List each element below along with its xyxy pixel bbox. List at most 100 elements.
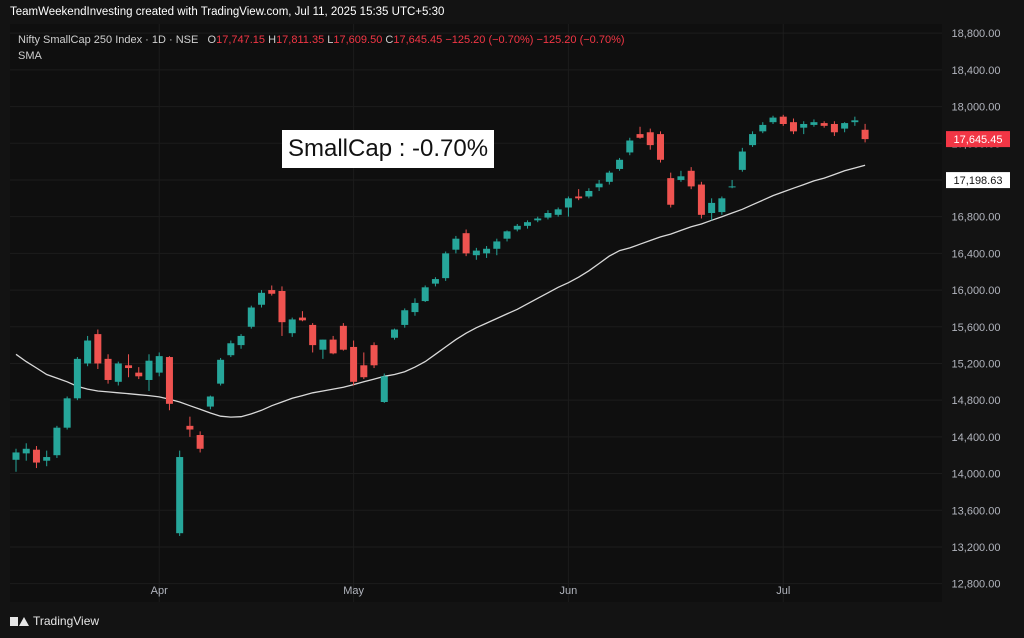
low-label: L — [327, 34, 334, 46]
x-axis: Apr May Jun Jul — [151, 585, 791, 597]
price-tags: 17,645.45 17,198.63 — [946, 131, 1010, 189]
candle-body — [534, 218, 542, 221]
candle-body — [677, 176, 685, 180]
y-tick-label: 15,200.00 — [952, 358, 1001, 370]
candle-body — [554, 209, 562, 215]
low-value: 17,609.50 — [333, 34, 383, 46]
candle-body — [626, 140, 634, 153]
y-axis: 12,800.00 13,200.00 13,600.00 14,000.00 14,4… — [952, 28, 1001, 590]
candle-body — [411, 302, 419, 313]
candle-body — [728, 186, 736, 188]
candle-body — [145, 360, 153, 380]
candle-body — [309, 324, 317, 346]
x-tick-label: Apr — [151, 585, 168, 597]
candle-body — [820, 123, 828, 126]
candle-body — [605, 172, 613, 182]
y-tick-label: 12,800.00 — [952, 579, 1001, 591]
credit-line: TeamWeekendInvesting created with Tradin… — [10, 6, 445, 18]
candle-body — [841, 123, 849, 129]
candle-body — [43, 457, 51, 461]
open-label: O — [207, 34, 217, 46]
candle-body — [53, 427, 61, 456]
candle-body — [247, 307, 255, 327]
candle-body — [830, 124, 838, 133]
candle-body — [125, 365, 133, 369]
candle-body — [391, 329, 399, 338]
y-tick-label: 14,800.00 — [952, 395, 1001, 407]
y-tick-label: 18,000.00 — [952, 102, 1001, 114]
y-tick-label: 16,400.00 — [952, 248, 1001, 260]
close-label: C — [385, 34, 394, 46]
candle-body — [575, 196, 583, 199]
last-price-tag — [946, 131, 1010, 148]
candle-body — [431, 279, 439, 284]
candle-body — [595, 183, 603, 188]
candle-body — [196, 435, 204, 449]
candle-body — [697, 184, 705, 215]
candle-body — [708, 202, 716, 213]
candle-body — [564, 198, 572, 208]
candle-body — [738, 151, 746, 170]
high-label: H — [268, 34, 277, 46]
candle-body — [452, 238, 460, 250]
candle-body — [800, 124, 808, 128]
close-value: 17,645.45 — [393, 34, 443, 46]
y-tick-label: 13,200.00 — [952, 542, 1001, 554]
candle-body — [329, 339, 337, 354]
candle-body — [22, 448, 30, 454]
candle-body — [687, 170, 695, 187]
candle-body — [370, 345, 378, 366]
candle-body — [544, 212, 552, 218]
candle-body — [227, 343, 235, 356]
candle-body — [186, 425, 194, 430]
open-value: 17,747.15 — [216, 34, 266, 46]
candle-body — [656, 134, 664, 160]
x-tick-label: May — [343, 585, 364, 597]
candle-body — [258, 292, 266, 305]
x-tick-label: Jul — [776, 585, 790, 597]
sma-value-tag — [946, 172, 1010, 189]
candle-body — [104, 358, 112, 380]
candle-body — [12, 452, 20, 460]
candle-body — [524, 222, 531, 226]
y-tick-label: 15,600.00 — [952, 322, 1001, 334]
candle-body — [217, 359, 225, 384]
candle-body — [513, 225, 521, 230]
plot-area — [10, 24, 942, 602]
candle-body — [421, 287, 429, 302]
candle-body — [298, 317, 306, 321]
candle-body — [339, 325, 347, 350]
candle-body — [278, 290, 286, 323]
symbol-name: Nifty SmallCap 250 Index · 1D · NSE — [18, 34, 199, 46]
branding[interactable]: TradingView — [10, 614, 99, 628]
candle-body — [94, 334, 102, 364]
y-tick-label: 18,400.00 — [952, 65, 1001, 77]
candle-body — [779, 116, 787, 125]
candle-body — [63, 398, 71, 428]
candle-body — [759, 124, 767, 132]
candle-body — [84, 340, 92, 364]
candle-body — [810, 122, 818, 125]
annotation-box: SmallCap : -0.70% — [282, 130, 495, 168]
candle-body — [32, 449, 40, 463]
indicator-label[interactable]: SMA — [18, 50, 42, 62]
candle-body — [503, 231, 511, 239]
candle-body — [718, 198, 726, 213]
candle-body — [165, 357, 173, 404]
candle-body — [749, 134, 757, 146]
candle-body — [667, 178, 675, 205]
y-tick-label: 14,000.00 — [952, 469, 1001, 481]
candle-body — [493, 241, 501, 249]
sma-line — [15, 164, 866, 418]
candle-body — [861, 129, 869, 140]
candles — [12, 114, 869, 536]
candle-body — [288, 319, 296, 334]
branding-label: TradingView — [33, 614, 100, 628]
candle-body — [176, 457, 184, 534]
candle-body — [472, 250, 480, 256]
candle-body — [851, 120, 859, 123]
candle-body — [789, 122, 797, 132]
last-price-label: 17,645.45 — [954, 134, 1003, 146]
